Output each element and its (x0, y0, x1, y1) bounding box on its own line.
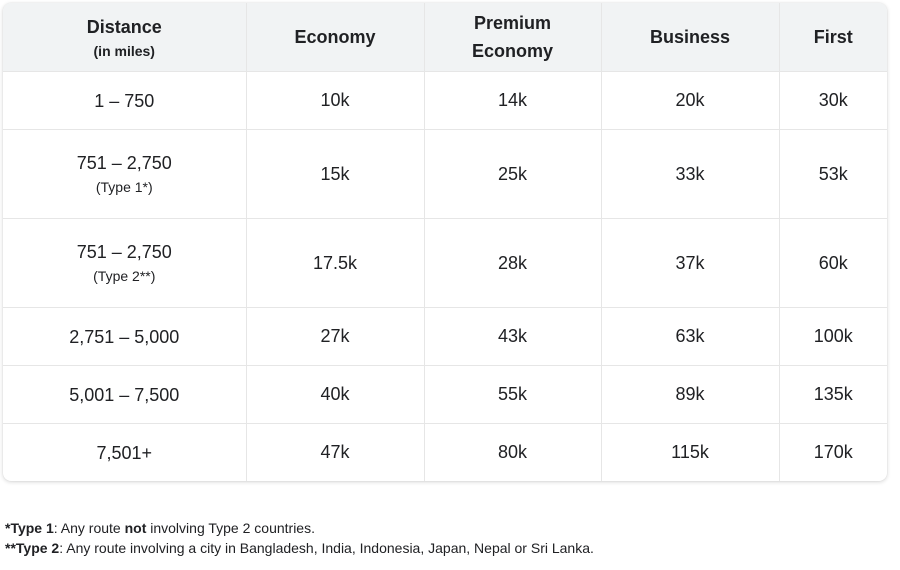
footnote-type2-marker: **Type 2 (5, 540, 60, 556)
first-cell: 30k (779, 71, 887, 130)
header-economy-label: Economy (294, 27, 376, 47)
premium-economy-cell: 14k (424, 71, 602, 130)
economy-cell: 15k (246, 129, 425, 219)
header-economy: Economy (246, 3, 425, 72)
economy-cell: 17.5k (246, 218, 425, 308)
footnote-type1-text-a: : Any route (53, 520, 125, 536)
table-body: 1 – 750 10k 14k 20k 30k 751 – 2,750 (Typ… (3, 71, 887, 481)
header-premium-economy: Premium Economy (424, 3, 602, 72)
table-row: 7,501+ 47k 80k 115k 170k (3, 423, 887, 481)
footnote-type1-not: not (124, 520, 147, 536)
first-cell: 170k (813, 442, 853, 462)
footnote-type1-marker: *Type 1 (5, 520, 54, 536)
footnote-type2-text: : Any route involving a city in Banglade… (59, 540, 594, 556)
footnote-type1-text-b: involving Type 2 countries. (146, 520, 315, 536)
distance-cell: 7,501+ (3, 423, 247, 481)
distance-cell: 751 – 2,750 (Type 1*) (3, 129, 247, 219)
premium-economy-cell: 28k (424, 218, 602, 308)
header-distance: Distance (in miles) (3, 3, 247, 72)
header-first-label: First (813, 27, 853, 47)
business-cell: 63k (601, 307, 780, 366)
distance-value: 5,001 – 7,500 (69, 384, 180, 405)
table-row: 751 – 2,750 (Type 2**) 17.5k 28k 37k 60k (3, 218, 887, 308)
distance-note: (Type 2**) (93, 268, 156, 284)
business-cell: 89k (601, 365, 780, 424)
table-row: 751 – 2,750 (Type 1*) 15k 25k 33k 53k (3, 129, 887, 219)
award-chart-table-container: Distance (in miles) Economy Premium Econ… (3, 3, 887, 481)
first-cell: 135k (779, 365, 887, 424)
premium-economy-cell: 80k (424, 423, 602, 481)
distance-value: 1 – 750 (94, 90, 155, 111)
business-cell: 33k (601, 129, 780, 219)
premium-economy-cell: 43k (424, 307, 602, 366)
distance-cell: 5,001 – 7,500 (3, 365, 247, 424)
header-first: First (779, 3, 887, 72)
distance-value: 2,751 – 5,000 (69, 326, 180, 347)
header-business-label: Business (649, 27, 731, 47)
premium-economy-cell: 55k (424, 365, 602, 424)
economy-cell: 10k (246, 71, 425, 130)
distance-value: 751 – 2,750 (76, 242, 172, 262)
business-cell: 115k (601, 423, 780, 481)
footnote-type2: **Type 2: Any route involving a city in … (5, 538, 594, 558)
header-premium-line1: Premium (473, 13, 552, 33)
first-cell: 53k (779, 129, 887, 219)
first-cell: 100k (779, 307, 887, 366)
distance-cell: 2,751 – 5,000 (3, 307, 247, 366)
footnote-type1: *Type 1: Any route not involving Type 2 … (5, 518, 594, 538)
table-row: 1 – 750 10k 14k 20k 30k (3, 71, 887, 130)
first-cell: 60k (779, 218, 887, 308)
table-row: 2,751 – 5,000 27k 43k 63k 100k (3, 307, 887, 366)
table-header: Distance (in miles) Economy Premium Econ… (3, 3, 887, 72)
header-business: Business (601, 3, 780, 72)
header-row: Distance (in miles) Economy Premium Econ… (3, 3, 887, 72)
distance-cell: 751 – 2,750 (Type 2**) (3, 218, 247, 308)
distance-note: (Type 1*) (95, 179, 153, 195)
distance-value: 7,501+ (96, 442, 153, 463)
header-distance-unit: (in miles) (93, 43, 155, 59)
economy-cell: 47k (246, 423, 425, 481)
economy-cell: 40k (246, 365, 425, 424)
header-distance-label: Distance (86, 17, 162, 37)
business-cell: 20k (601, 71, 780, 130)
business-cell: 37k (601, 218, 780, 308)
distance-value: 751 – 2,750 (76, 153, 172, 173)
table-row: 5,001 – 7,500 40k 55k 89k 135k (3, 365, 887, 424)
header-premium-line2: Economy (471, 41, 554, 61)
economy-cell: 27k (246, 307, 425, 366)
premium-economy-cell: 25k (424, 129, 602, 219)
award-chart-table: Distance (in miles) Economy Premium Econ… (3, 3, 887, 481)
distance-cell: 1 – 750 (3, 71, 247, 130)
footnotes: *Type 1: Any route not involving Type 2 … (5, 518, 594, 558)
